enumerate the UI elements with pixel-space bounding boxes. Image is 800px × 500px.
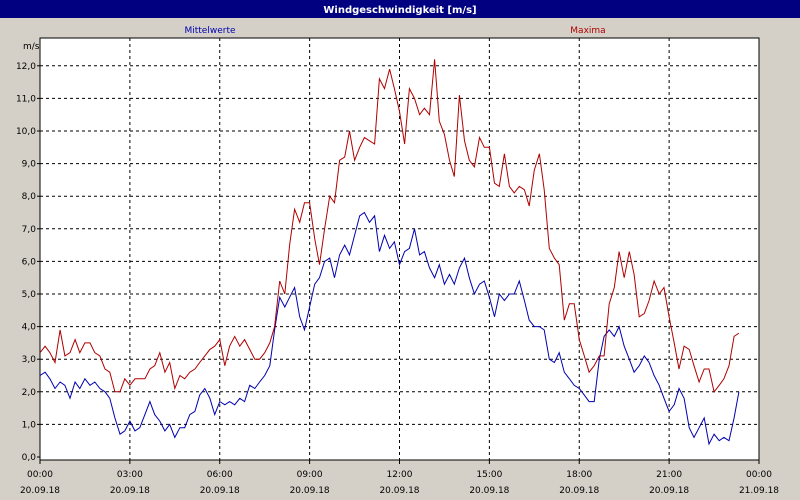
y-tick-label: 4,0 [22, 323, 37, 333]
series-line-maxima [39, 59, 740, 393]
y-tick-label: 11,0 [16, 94, 36, 104]
x-tick-date-label: 20.09.18 [200, 486, 240, 496]
x-tick-time-label: 06:00 [207, 470, 233, 480]
x-tick-date-label: 21.09.18 [739, 486, 779, 496]
x-tick-time-label: 15:00 [476, 470, 502, 480]
x-axis-ticks: 00:00 20.09.18 03:00 20.09.18 06:00 20.09.18 0… [20, 460, 779, 496]
x-tick-date-label: 20.09.18 [379, 486, 419, 496]
y-tick-label: 10,0 [16, 127, 36, 137]
y-tick-label: 9,0 [22, 160, 37, 170]
x-tick-time-label: 00:00 [27, 470, 53, 480]
y-tick-label: 2,0 [22, 388, 37, 398]
series-line-mittelwerte [39, 211, 740, 446]
x-tick-date-label: 20.09.18 [469, 486, 509, 496]
title-bar [0, 0, 800, 18]
y-tick-label: 3,0 [22, 355, 37, 365]
y-axis-label: m/s [23, 42, 40, 52]
x-tick-date-label: 20.09.18 [559, 486, 599, 496]
y-tick-label: 12,0 [16, 62, 36, 72]
y-axis-ticks: 0,0 1,0 2,0 3,0 4,0 5,0 6,0 7,0 8,0 9,0 10,0 11,0 12… [16, 62, 40, 463]
chart-title: Windgeschwindigkeit [m/s] [323, 5, 476, 16]
y-tick-label: 6,0 [22, 257, 37, 267]
y-tick-label: 5,0 [22, 290, 37, 300]
x-tick-date-label: 20.09.18 [649, 486, 689, 496]
x-tick-date-label: 20.09.18 [20, 486, 60, 496]
x-tick-time-label: 00:00 [746, 470, 772, 480]
x-tick-date-label: 20.09.18 [110, 486, 150, 496]
legend-mittelwerte: Mittelwerte [184, 26, 235, 36]
x-tick-date-label: 20.09.18 [290, 486, 330, 496]
x-tick-time-label: 09:00 [297, 470, 323, 480]
y-tick-label: 8,0 [22, 192, 37, 202]
x-tick-time-label: 21:00 [656, 470, 682, 480]
y-tick-label: 7,0 [22, 225, 37, 235]
x-tick-time-label: 12:00 [387, 470, 413, 480]
y-tick-label: 0,0 [22, 453, 37, 463]
grid [40, 38, 759, 460]
x-tick-time-label: 03:00 [117, 470, 143, 480]
y-tick-label: 1,0 [22, 420, 37, 430]
x-tick-time-label: 18:00 [566, 470, 592, 480]
legend-maxima: Maxima [570, 26, 605, 36]
series-lines [39, 59, 740, 446]
